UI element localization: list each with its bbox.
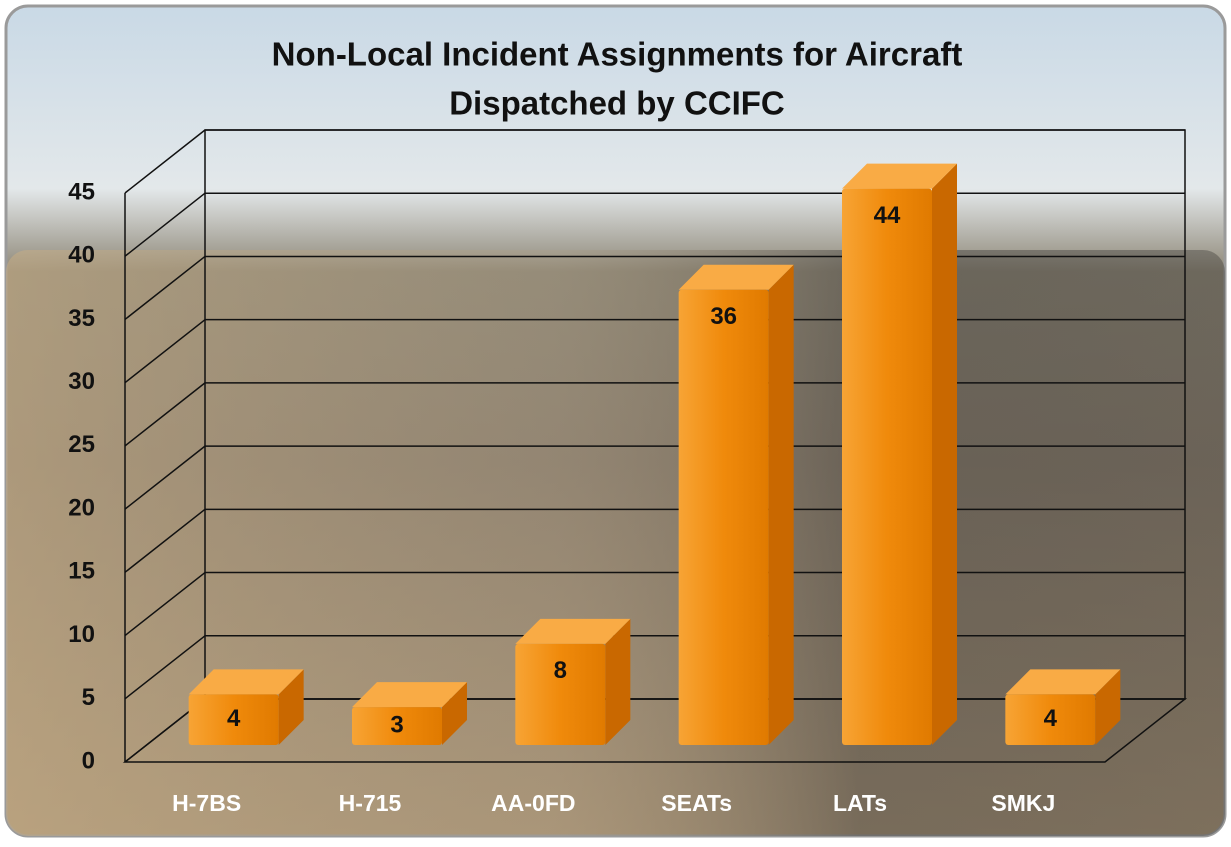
- data-label: 4: [227, 705, 241, 732]
- bar: [678, 289, 769, 745]
- bar-side: [278, 669, 304, 745]
- data-label: 36: [710, 303, 737, 330]
- bar: [188, 694, 279, 745]
- y-tick-label: 0: [82, 747, 95, 774]
- x-tick-label: H-7BS: [172, 790, 241, 816]
- grid-line: [124, 382, 206, 447]
- y-tick-label: 20: [68, 494, 95, 521]
- chart-title: Non-Local Incident Assignments for Aircr…: [272, 36, 963, 73]
- plot-area: 0 5 10 15 20 25 30 35 40 45 H-7BS 4 H-715 3 AA-0FD 8 SEA…: [68, 129, 1188, 816]
- grid-line: [124, 635, 206, 700]
- background-land: [6, 250, 1225, 836]
- grid-line: [124, 192, 206, 257]
- bar-side: [442, 682, 467, 745]
- bar-top: [1005, 669, 1121, 695]
- y-tick-label: 10: [68, 621, 95, 648]
- data-label: 8: [554, 657, 567, 684]
- grid-line: [124, 571, 206, 637]
- x-tick-label: SMKJ: [991, 790, 1055, 816]
- y-tick-label: 40: [68, 242, 95, 269]
- bar-top: [842, 163, 957, 189]
- data-label: 4: [1044, 705, 1058, 732]
- y-tick-label: 30: [68, 368, 95, 395]
- grid-line: [124, 508, 206, 573]
- bar-top: [188, 669, 304, 695]
- bar-top: [352, 682, 467, 708]
- y-tick-label: 35: [68, 305, 95, 332]
- data-label: 44: [874, 202, 901, 229]
- y-tick-label: 5: [82, 684, 95, 711]
- bar-side: [605, 618, 631, 745]
- bar-side: [1095, 669, 1121, 745]
- x-tick-label: LATs: [833, 790, 887, 816]
- bar: [1005, 694, 1096, 745]
- y-tick-label: 45: [68, 178, 95, 205]
- grid-line: [124, 445, 206, 510]
- bar-side: [932, 163, 957, 746]
- bar: [352, 707, 442, 745]
- grid-line: [124, 319, 206, 384]
- bar: [515, 643, 606, 745]
- y-tick-label: 25: [68, 431, 95, 458]
- x-tick-label: H-715: [339, 790, 402, 816]
- bar-side: [768, 264, 794, 745]
- bar: [842, 188, 932, 746]
- x-tick-label: AA-0FD: [491, 790, 575, 816]
- bar-top: [678, 264, 794, 290]
- grid-line: [124, 255, 206, 321]
- x-tick-label: SEATs: [661, 790, 732, 816]
- grid-line: [124, 129, 206, 194]
- data-label: 3: [390, 711, 403, 738]
- bar-top: [515, 618, 631, 644]
- y-tick-label: 15: [68, 558, 95, 585]
- chart-title: Dispatched by CCIFC: [449, 85, 785, 122]
